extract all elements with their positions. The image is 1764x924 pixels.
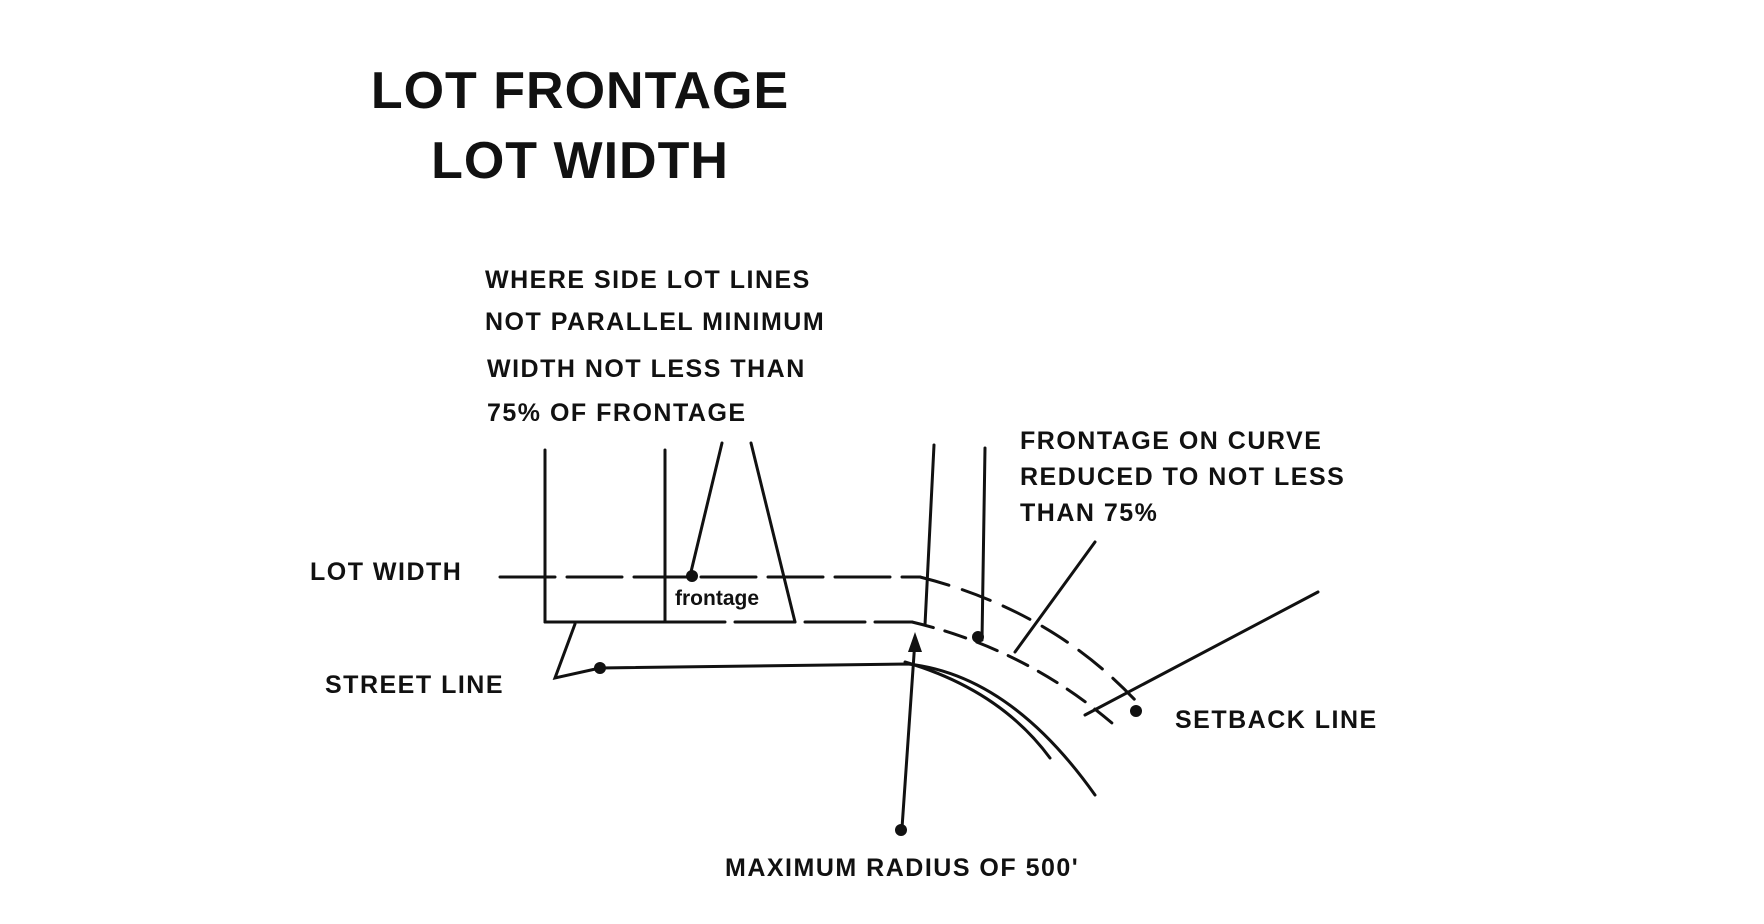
title-line-1: LOT FRONTAGE	[370, 62, 790, 120]
curve-note-line-3: THAN 75%	[1020, 499, 1159, 527]
setback-dashed-line	[663, 620, 1122, 732]
nonparallel-lot-outline	[688, 441, 797, 624]
frontage-label: frontage	[675, 587, 759, 610]
side-lot-note-line-2: NOT PARALLEL MINIMUM	[485, 308, 826, 336]
lot-width-label: LOT WIDTH	[310, 558, 463, 586]
street-line-label: STREET LINE	[325, 671, 505, 699]
leader-dots	[594, 570, 1142, 836]
curve-note-line-1: FRONTAGE ON CURVE	[1020, 427, 1323, 455]
lot-width-dashed-line	[498, 575, 1137, 702]
side-lot-note-line-4: 75% OF FRONTAGE	[487, 399, 747, 427]
title-line-2: LOT WIDTH	[431, 132, 729, 190]
street-line-curve	[598, 662, 1097, 797]
side-lot-note-line-3: WIDTH NOT LESS THAN	[487, 355, 806, 383]
side-lot-note-line-1: WHERE SIDE LOT LINES	[485, 266, 811, 294]
setback-line-segment	[1083, 590, 1320, 717]
curve-note-line-2: REDUCED TO NOT LESS	[1020, 463, 1346, 491]
maximum-radius-label: MAXIMUM RADIUS OF 500'	[725, 854, 1080, 882]
curve-lot-lines	[903, 443, 1052, 760]
outer-curve-solid	[922, 657, 1060, 740]
leader-lines	[552, 540, 1097, 830]
setback-line-label: SETBACK LINE	[1175, 706, 1378, 734]
parallel-lot-outline	[543, 448, 667, 624]
